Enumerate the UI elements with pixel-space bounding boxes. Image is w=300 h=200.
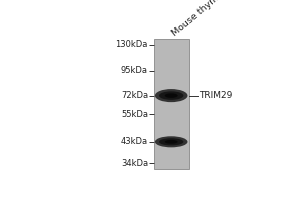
Bar [154, 39, 189, 169]
Ellipse shape [159, 91, 183, 100]
Ellipse shape [159, 138, 183, 145]
Text: Mouse thymus: Mouse thymus [170, 0, 229, 38]
Ellipse shape [165, 140, 178, 144]
Text: 72kDa: 72kDa [121, 91, 148, 100]
Text: TRIM29: TRIM29 [199, 91, 232, 100]
Text: 130kDa: 130kDa [116, 40, 148, 49]
Text: 55kDa: 55kDa [121, 110, 148, 119]
Text: 34kDa: 34kDa [121, 159, 148, 168]
Ellipse shape [165, 93, 178, 98]
Ellipse shape [155, 136, 188, 147]
Ellipse shape [155, 89, 188, 102]
Text: 43kDa: 43kDa [121, 137, 148, 146]
Text: 95kDa: 95kDa [121, 66, 148, 75]
